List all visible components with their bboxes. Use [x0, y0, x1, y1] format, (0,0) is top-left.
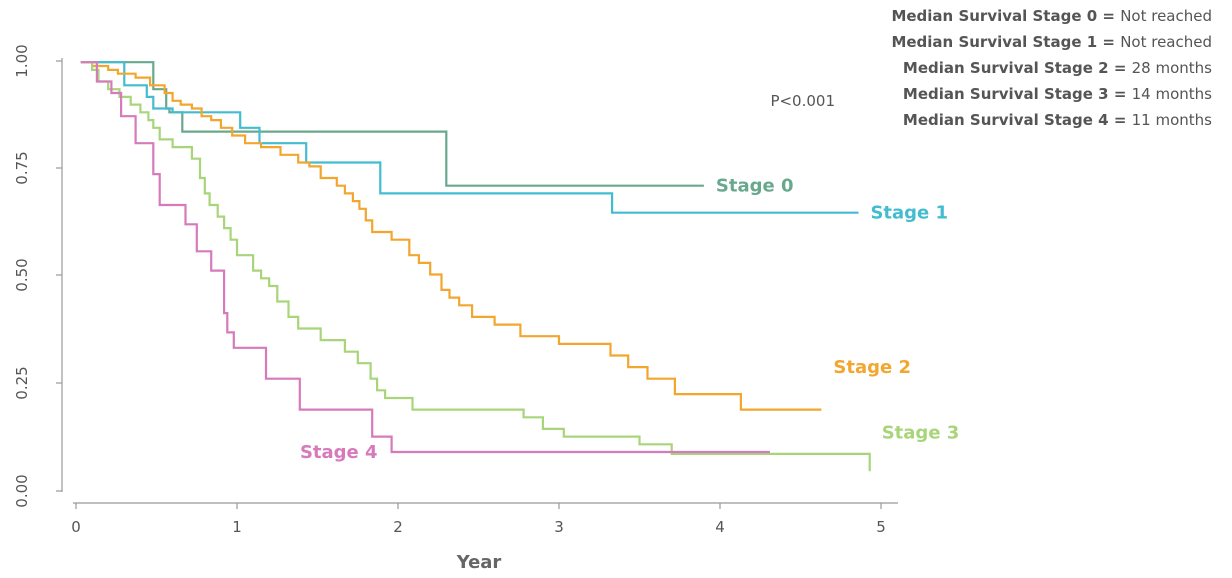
series-line-stage-4: [80, 61, 770, 454]
median-survival-value: Not reached: [1120, 33, 1212, 51]
x-ticks: 0 1 2 3 4 5: [71, 503, 886, 536]
series-label-stage-0: Stage 0: [716, 176, 794, 197]
x-tick-label: 1: [232, 518, 242, 536]
axes: [61, 58, 898, 504]
p-value-annotation: P<0.001: [770, 92, 835, 110]
median-survival-value: Not reached: [1120, 7, 1212, 25]
x-axis-title: Year: [456, 552, 502, 573]
series-line-stage-0: [80, 61, 704, 187]
median-survival-value: 11 months: [1132, 111, 1213, 129]
x-tick-label: 0: [71, 518, 81, 536]
median-survival-row: Median Survival Stage 4 = 11 months: [903, 111, 1212, 129]
series-label-stage-3: Stage 3: [882, 423, 960, 444]
median-survival-label: Median Survival Stage 4 =: [903, 111, 1132, 129]
y-tick-label: 0.25: [13, 366, 31, 399]
median-survival-row: Median Survival Stage 0 = Not reached: [891, 7, 1212, 25]
series-line-stage-2: [80, 61, 822, 411]
y-tick-label: 0.50: [13, 258, 31, 291]
y-tick-label: 0.75: [13, 151, 31, 184]
x-tick-label: 2: [393, 518, 403, 536]
series-line-stage-1: [80, 61, 859, 214]
series-group: [80, 61, 871, 472]
median-survival-label: Median Survival Stage 2 =: [903, 59, 1132, 77]
y-ticks: 1.00 0.75 0.50 0.25 0.00: [13, 44, 62, 508]
series-label-stage-1: Stage 1: [870, 203, 948, 224]
median-survival-label: Median Survival Stage 0 =: [891, 7, 1120, 25]
median-survival-value: 14 months: [1132, 85, 1213, 103]
series-labels: Stage 0 Stage 1 Stage 2 Stage 3 Stage 4: [300, 176, 959, 463]
series-label-stage-4: Stage 4: [300, 442, 378, 463]
series-label-stage-2: Stage 2: [833, 357, 911, 378]
x-tick-label: 3: [554, 518, 564, 536]
y-tick-label: 1.00: [13, 44, 31, 77]
median-survival-row: Median Survival Stage 2 = 28 months: [903, 59, 1212, 77]
x-tick-label: 4: [715, 518, 725, 536]
median-survival-value: 28 months: [1132, 59, 1213, 77]
median-survival-row: Median Survival Stage 3 = 14 months: [903, 85, 1212, 103]
median-survival-label: Median Survival Stage 3 =: [903, 85, 1132, 103]
x-tick-label: 5: [876, 518, 886, 536]
series-line-stage-3: [80, 61, 871, 472]
median-survival-legend: Median Survival Stage 0 = Not reachedMed…: [891, 7, 1212, 129]
median-survival-label: Median Survival Stage 1 =: [891, 33, 1120, 51]
median-survival-row: Median Survival Stage 1 = Not reached: [891, 33, 1212, 51]
y-tick-label: 0.00: [13, 474, 31, 507]
